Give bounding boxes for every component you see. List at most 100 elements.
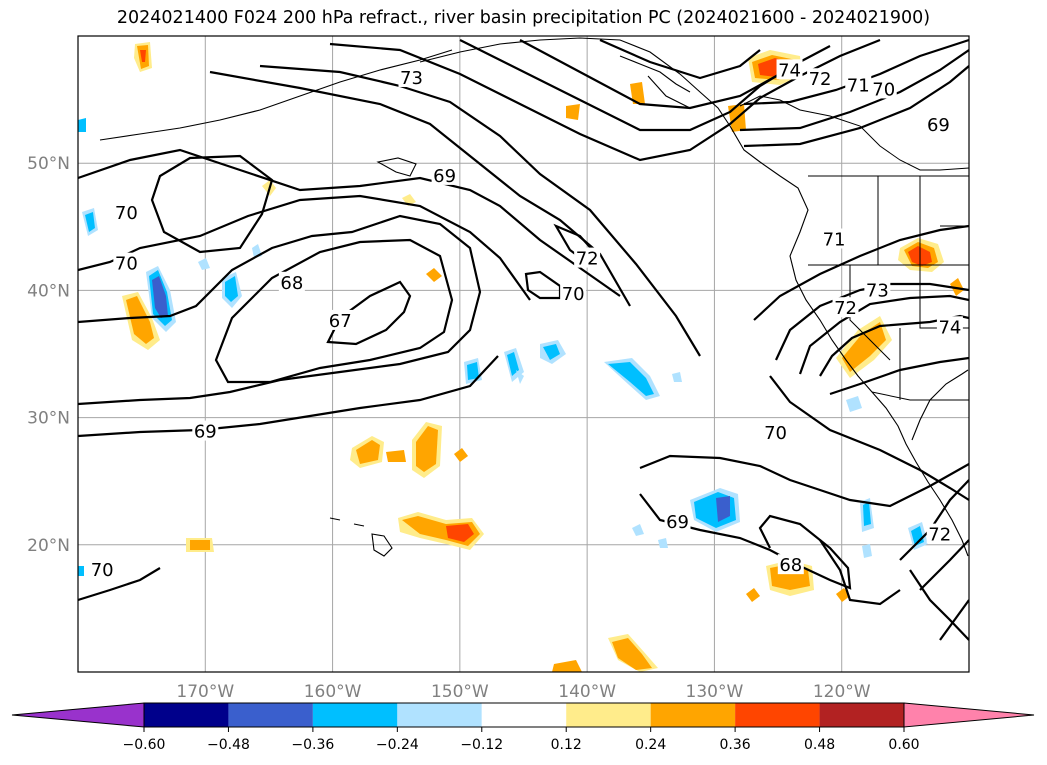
contour-label-bg [113, 252, 140, 273]
contour-label: 70 [764, 423, 787, 444]
shade-negative [863, 502, 871, 526]
shade-positive [454, 448, 468, 462]
shade-positive [566, 104, 580, 120]
lon-tick-label: 170°W [176, 682, 234, 702]
contour-line [909, 569, 969, 641]
contour-label: 71 [823, 230, 846, 251]
contour-line-69 [78, 148, 621, 297]
contour-label: 70 [91, 560, 114, 581]
contour-label-bg [936, 316, 963, 337]
coastline-hawaii [329, 517, 393, 557]
contour-line-68-open [639, 493, 852, 590]
shade-negative [846, 396, 862, 412]
contour-label: 71 [847, 76, 870, 97]
shade-negative [608, 362, 654, 396]
colorbar-tick-label: 0.60 [888, 737, 919, 753]
shade-negative [85, 212, 95, 232]
lat-tick-label: 50°N [27, 154, 70, 174]
contour-label: 74 [938, 317, 961, 338]
lon-tick-label: 140°W [558, 682, 616, 702]
contour-label: 68 [280, 273, 303, 294]
shade-positive [842, 322, 886, 372]
colorbar-bin [650, 703, 736, 727]
contour-label-bg [327, 309, 354, 330]
contour-line-70 [78, 194, 531, 301]
shade-positive [612, 638, 652, 670]
contour-label-bg [762, 421, 789, 442]
contour-label: 67 [329, 311, 352, 332]
shade-negative [632, 524, 644, 536]
contour-line [519, 39, 781, 110]
colorbar-tick-label: −0.12 [460, 737, 503, 753]
shade-positive [416, 426, 438, 472]
map-frame [77, 35, 970, 673]
coastline-island [376, 157, 417, 177]
contour-label: 68 [779, 555, 802, 576]
lon-tick-label: 150°W [431, 682, 489, 702]
lat-tick-label: 30°N [27, 409, 70, 429]
contour-label: 69 [927, 115, 950, 136]
contour-line [829, 356, 969, 396]
contour-line-70-small [524, 270, 562, 300]
contour-line-72 [775, 282, 969, 361]
contour-label-bg [845, 74, 872, 95]
contour-label: 69 [666, 512, 689, 533]
contour-label: 74 [778, 60, 801, 81]
border-canada-internal [739, 95, 969, 171]
contour-line [599, 38, 761, 80]
lon-tick-label: 130°W [686, 682, 744, 702]
contour-label-bg [870, 78, 897, 99]
colorbar-tick-label: −0.48 [207, 737, 250, 753]
contour-label-bg [574, 247, 601, 268]
shade-positive [552, 660, 582, 672]
colorbar-tick-label: 0.24 [635, 737, 666, 753]
shade-negative [672, 372, 682, 382]
contour-line [899, 479, 969, 561]
contour-label-bg [807, 68, 834, 89]
shade-positive [746, 588, 760, 602]
lon-tick-label: 120°W [813, 682, 871, 702]
contour-label-bg [192, 420, 219, 441]
latitude-labels: 50°N 40°N 30°N 20°N [27, 154, 70, 556]
coastline-aleutians [99, 49, 453, 141]
contour-label: 72 [834, 298, 857, 319]
contour-label-bg [925, 114, 952, 135]
map-title: 2024021400 F024 200 hPa refract., river … [116, 8, 931, 28]
colorbar-bin [819, 703, 904, 727]
colorbar: −0.60 −0.48 −0.36 −0.24 −0.12 0.12 0.24 0.36 0.4… [11, 702, 1035, 753]
contour-label-bg [832, 297, 859, 318]
contour-line-69c [78, 355, 499, 438]
coastline-alaska-panhandle [619, 55, 691, 109]
shade-negative [198, 258, 210, 270]
colorbar-tick-label: −0.36 [291, 737, 334, 753]
negative-anomaly-regions [78, 118, 928, 576]
contour-label-bg [664, 510, 691, 531]
contour-line-70c [769, 375, 969, 501]
contour-label: 69 [194, 422, 217, 443]
contour-label-bg [864, 279, 891, 300]
contour-line [329, 38, 881, 162]
colorbar-tick-label: −0.60 [123, 737, 166, 753]
colorbar-bin [228, 703, 313, 727]
map-background [78, 36, 969, 672]
contour-line [259, 64, 701, 357]
shade-positive [402, 194, 416, 206]
shade-negative [658, 538, 668, 548]
contour-line [939, 599, 969, 641]
colorbar-bin [481, 703, 567, 727]
shade-positive [386, 450, 406, 462]
contour-label-bg [776, 59, 803, 80]
contour-line-74 [819, 314, 969, 377]
contour-label: 70 [872, 79, 895, 100]
contour-line [743, 65, 969, 148]
contour-label: 73 [400, 68, 423, 89]
contour-line-69b [78, 214, 482, 406]
lat-tick-label: 20°N [27, 536, 70, 556]
shade-positive [140, 50, 146, 62]
coastlines [99, 37, 969, 557]
colorbar-tick-label: 0.12 [551, 737, 582, 753]
contour-line-70b [78, 567, 161, 602]
shade-negative [78, 118, 86, 132]
shade-negative [152, 276, 168, 318]
